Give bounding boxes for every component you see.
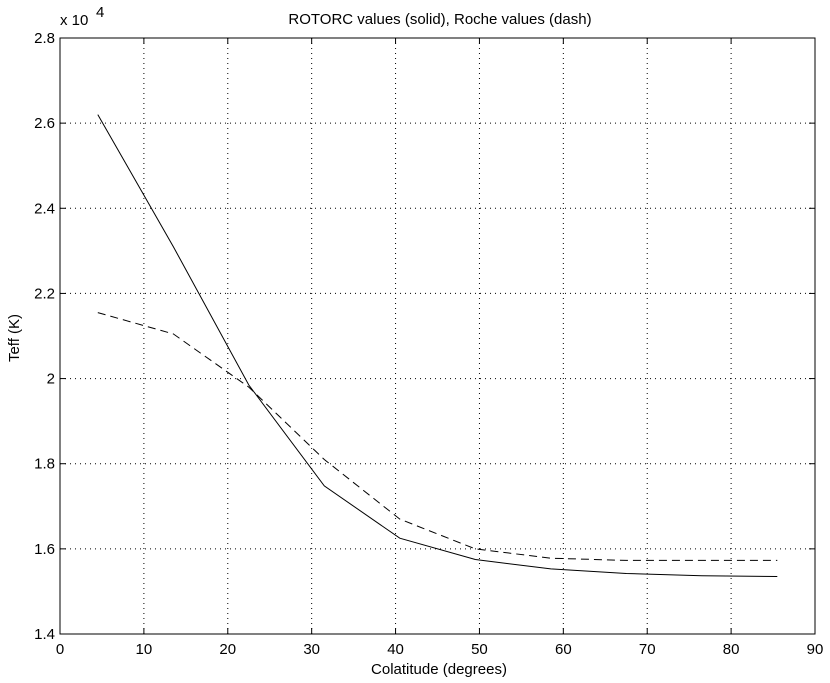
y-tick-label: 1.6: [34, 541, 55, 558]
y-tick-label: 1.4: [34, 626, 55, 643]
x-tick-label: 70: [639, 641, 656, 658]
x-tick-label: 90: [807, 641, 824, 658]
series-layer: [97, 114, 778, 577]
chart-title: ROTORC values (solid), Roche values (das…: [288, 11, 591, 28]
series-line-dashed: [97, 312, 778, 561]
y-tick-label: 1.8: [34, 456, 55, 473]
y-axis-label: Teff (K): [6, 314, 23, 362]
y-tick-label: 2.4: [34, 200, 55, 217]
y-tick-label: 2.8: [34, 30, 55, 47]
x-tick-label: 50: [471, 641, 488, 658]
y-multiplier-base: x 10: [60, 12, 88, 29]
x-tick-label: 10: [136, 641, 153, 658]
series-line-solid: [97, 114, 778, 577]
x-tick-label: 30: [303, 641, 320, 658]
y-tick-label: 2: [47, 371, 55, 388]
x-axis-ticks: 0 10 20 30 40 50 60 70 80 90: [56, 38, 824, 658]
y-tick-label: 2.6: [34, 115, 55, 132]
x-tick-label: 80: [723, 641, 740, 658]
x-tick-label: 0: [56, 641, 64, 658]
y-multiplier-exponent: 4: [96, 4, 104, 21]
x-axis-label: Colatitude (degrees): [371, 661, 507, 678]
y-axis-ticks: 1.4 1.6 1.8 2 2.2 2.4 2.6 2.8: [34, 30, 815, 643]
x-tick-label: 60: [555, 641, 572, 658]
x-tick-label: 40: [387, 641, 404, 658]
y-axis-multiplier: x 10 4: [60, 4, 104, 29]
x-tick-label: 20: [219, 641, 236, 658]
plot-frame: [59, 37, 816, 635]
y-tick-label: 2.2: [34, 285, 55, 302]
grid: [60, 38, 815, 634]
